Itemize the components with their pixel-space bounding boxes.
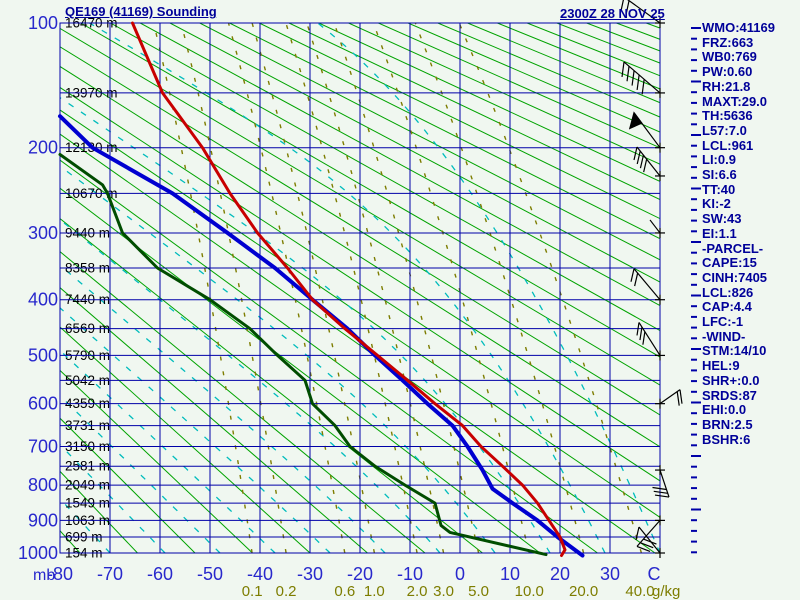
svg-text:0.6: 0.6	[334, 583, 355, 600]
svg-text:300: 300	[28, 223, 58, 243]
wind-barb-staff	[649, 219, 661, 234]
stat-line: MAXT:29.0	[702, 93, 768, 109]
svg-text:20: 20	[550, 564, 570, 584]
svg-text:-40: -40	[247, 564, 273, 584]
svg-text:1000: 1000	[18, 543, 58, 563]
stat-line: EI:1.1	[702, 225, 737, 241]
svg-text:2.0: 2.0	[407, 583, 428, 600]
stat-line: TH:5636	[702, 108, 753, 124]
stat-line: RH:21.8	[702, 78, 751, 94]
svg-text:1.0: 1.0	[364, 583, 385, 600]
svg-text:700: 700	[28, 436, 58, 456]
stat-line: CINH:7405	[702, 269, 768, 285]
svg-text:0: 0	[455, 564, 465, 584]
grid	[59, 22, 661, 554]
stat-line: SHR+:0.0	[702, 372, 760, 388]
svg-text:-30: -30	[297, 564, 323, 584]
stat-line: TT:40	[702, 181, 736, 197]
svg-text:600: 600	[28, 394, 58, 414]
stat-line: SI:6.6	[702, 167, 737, 183]
temp-unit-label: C	[648, 564, 661, 584]
svg-text:40.0: 40.0	[625, 583, 654, 600]
page-title: QE169 (41169) Sounding	[65, 4, 217, 19]
stat-line: SRDS:87	[702, 387, 757, 403]
pressure-unit-label: mb	[33, 567, 55, 584]
svg-text:0.2: 0.2	[276, 583, 297, 600]
stat-line: -PARCEL-	[702, 240, 764, 256]
svg-text:400: 400	[28, 290, 58, 310]
wind-barbs	[620, 0, 683, 558]
svg-text:500: 500	[28, 345, 58, 365]
wind-barb-staff	[659, 469, 670, 498]
stat-line: FRZ:663	[702, 34, 754, 50]
stat-line: WB0:769	[702, 49, 757, 65]
wind-barb-staff	[636, 519, 661, 547]
svg-text:20.0: 20.0	[569, 583, 598, 600]
svg-text:-60: -60	[147, 564, 173, 584]
stat-line: CAP:4.4	[702, 299, 752, 315]
temperature-trace	[131, 21, 567, 557]
svg-text:5.0: 5.0	[468, 583, 489, 600]
svg-text:0.1: 0.1	[242, 583, 263, 600]
svg-text:200: 200	[28, 138, 58, 158]
stat-line: -WIND-	[702, 328, 746, 344]
sounding-datetime: 2300Z 28 NOV 25	[560, 6, 665, 21]
svg-text:30: 30	[600, 564, 620, 584]
svg-text:3.0: 3.0	[433, 583, 454, 600]
svg-text:100: 100	[28, 13, 58, 33]
mixing-ratio-labels: 0.1 0.2 0.6 1.0 2.0 3.0 5.0 10.0 20.0 40.0	[242, 583, 655, 600]
stat-line: KI:-2	[702, 196, 731, 212]
stat-line: STM:14/10	[702, 343, 767, 359]
wind-barb-staff	[627, 0, 661, 24]
svg-text:-10: -10	[397, 564, 423, 584]
stat-line: L57:7.0	[702, 122, 747, 138]
stat-line: HEL:9	[702, 358, 740, 374]
stat-line: BRN:2.5	[702, 416, 753, 432]
svg-text:-70: -70	[97, 564, 123, 584]
svg-text:800: 800	[28, 475, 58, 495]
wind-barb-staff	[623, 61, 661, 94]
wet_bulb-trace	[58, 114, 585, 558]
height-tick-column	[691, 27, 701, 554]
stats-panel: WMO:41169 FRZ:663 WB0:769 PW:0.60 RH:21.8 MAX…	[702, 20, 775, 447]
stat-line: LCL:961	[702, 137, 754, 153]
svg-text:10.0: 10.0	[515, 583, 544, 600]
stat-line: BSHR:6	[702, 431, 751, 447]
svg-text:-50: -50	[197, 564, 223, 584]
svg-text:-20: -20	[347, 564, 373, 584]
mixing-unit-label: g/kg	[652, 583, 680, 600]
dew_point-trace	[58, 153, 548, 557]
temp-axis-labels: -80 -70 -60 -50 -40 -30 -20 -10 0 10 20 30	[47, 564, 620, 584]
wind-barb-pennant	[628, 111, 643, 130]
stat-line: LCL:826	[702, 284, 754, 300]
wind-barb-staff	[633, 268, 661, 301]
wind-barb-staff	[638, 322, 661, 356]
svg-text:900: 900	[28, 510, 58, 530]
stat-line: EHI:0.0	[702, 402, 747, 418]
wind-barb-staff	[638, 526, 661, 554]
stat-line: SW:43	[702, 211, 742, 227]
svg-text:10: 10	[500, 564, 520, 584]
wind-barb-staff	[636, 146, 661, 177]
stat-line: LI:0.9	[702, 152, 736, 168]
svg-text:-80: -80	[47, 564, 73, 584]
pressure-axis-labels: 100 200 300 400 500 600 700 800 900 1000	[18, 13, 58, 563]
stat-line: WMO:41169	[702, 20, 775, 35]
stat-line: LFC:-1	[702, 314, 744, 330]
stat-line: CAPE:15	[702, 255, 757, 271]
stat-line: PW:0.60	[702, 64, 753, 80]
